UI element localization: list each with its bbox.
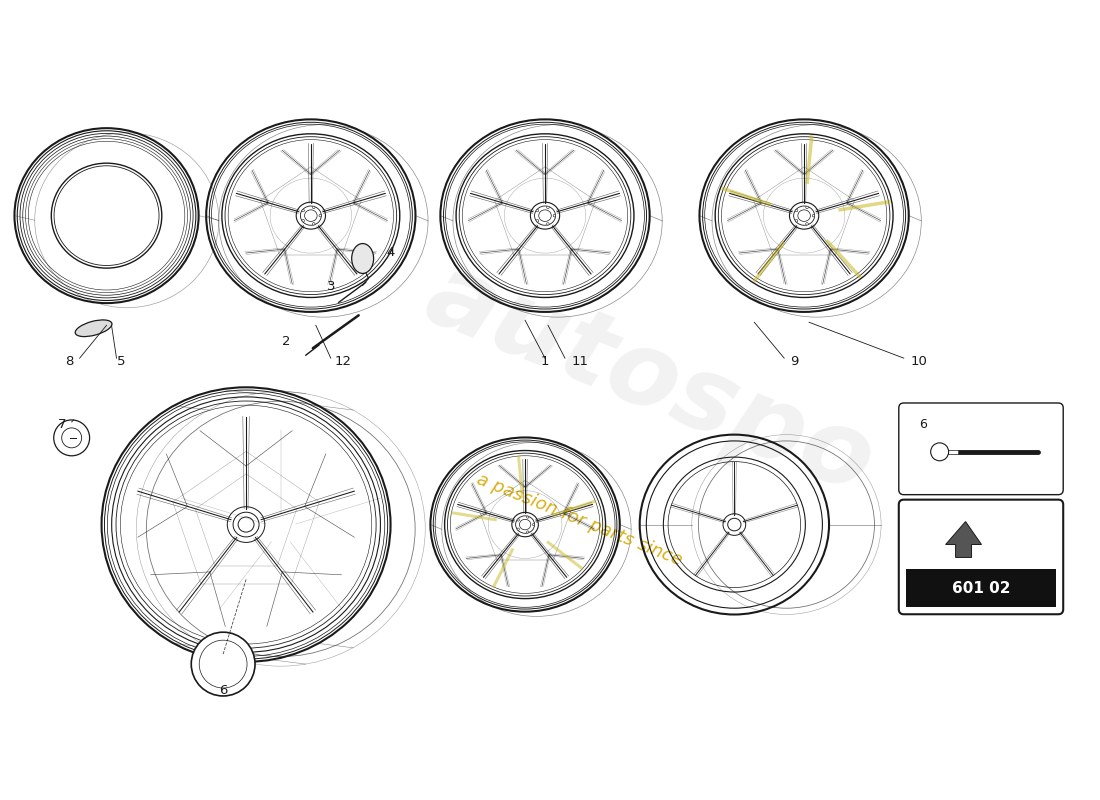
Ellipse shape (75, 320, 112, 337)
Text: 5: 5 (118, 355, 125, 368)
Text: 9: 9 (790, 355, 799, 368)
Circle shape (517, 528, 519, 530)
Text: 7: 7 (57, 418, 66, 431)
FancyBboxPatch shape (905, 570, 1056, 607)
Circle shape (553, 214, 556, 217)
Text: 10: 10 (911, 355, 927, 368)
Text: 6: 6 (918, 418, 926, 431)
Text: 12: 12 (334, 355, 351, 368)
Text: 601 02: 601 02 (952, 581, 1010, 596)
Circle shape (806, 222, 808, 225)
Text: 8: 8 (66, 355, 74, 368)
Text: a passion for parts since: a passion for parts since (474, 470, 685, 569)
Circle shape (931, 443, 948, 461)
Circle shape (191, 632, 255, 696)
Circle shape (302, 210, 305, 212)
Circle shape (547, 222, 549, 225)
Circle shape (302, 219, 305, 222)
Circle shape (536, 219, 539, 222)
Text: 2: 2 (282, 335, 290, 348)
Text: 4: 4 (386, 246, 395, 258)
Circle shape (806, 206, 808, 209)
FancyBboxPatch shape (899, 403, 1064, 494)
Circle shape (312, 222, 315, 225)
Circle shape (319, 214, 321, 217)
Polygon shape (946, 522, 981, 558)
Text: autospo: autospo (411, 245, 888, 516)
Text: 6: 6 (219, 684, 228, 697)
Circle shape (795, 210, 798, 212)
Text: 11: 11 (571, 355, 588, 368)
Circle shape (54, 420, 89, 456)
Circle shape (812, 214, 815, 217)
Circle shape (527, 531, 529, 533)
Text: 3: 3 (327, 280, 336, 294)
Circle shape (532, 523, 535, 526)
Text: 1: 1 (541, 355, 549, 368)
Circle shape (547, 206, 549, 209)
FancyBboxPatch shape (899, 500, 1064, 614)
Circle shape (795, 219, 798, 222)
Circle shape (517, 519, 519, 521)
Circle shape (536, 210, 539, 212)
Circle shape (312, 206, 315, 209)
Ellipse shape (352, 243, 374, 274)
Circle shape (527, 516, 529, 518)
